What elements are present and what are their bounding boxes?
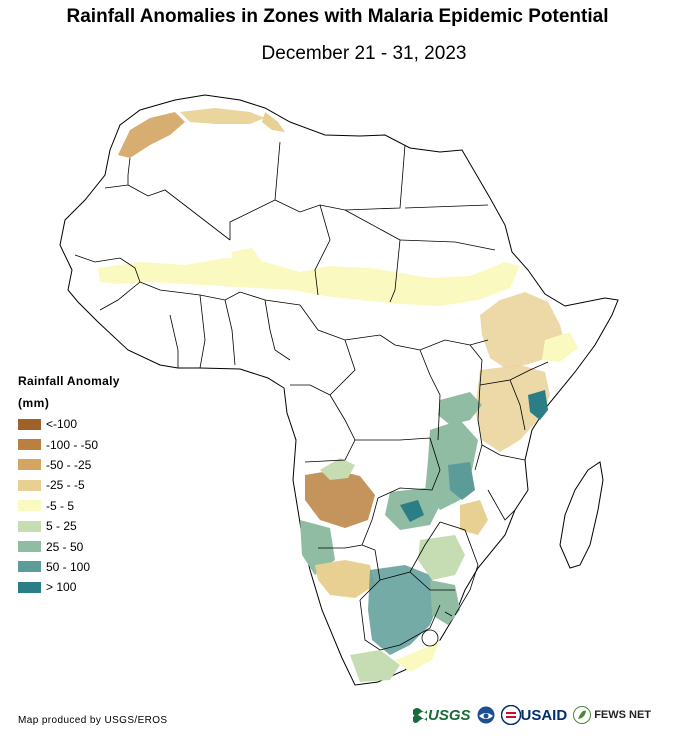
- legend-item: 50 - 100: [18, 557, 120, 577]
- legend-swatch: [18, 581, 41, 593]
- legend-swatch: [18, 561, 41, 573]
- legend-label: -100 - -50: [46, 437, 99, 452]
- legend-label: -5 - 5: [46, 498, 75, 513]
- fews-leaf-icon: [573, 706, 592, 724]
- usgs-logo: USGS: [412, 706, 471, 724]
- legend-label: -25 - -5: [46, 478, 85, 493]
- noaa-seal-icon: [477, 706, 495, 724]
- legend-title: Rainfall Anomaly: [18, 374, 120, 388]
- legend-unit: (mm): [18, 396, 50, 410]
- agency-logos: USGS USAID FEWS NET: [412, 700, 657, 730]
- legend-label: > 100: [46, 580, 77, 595]
- usaid-text: USAID: [520, 706, 568, 724]
- legend-swatch: [18, 520, 41, 532]
- legend-item: -100 - -50: [18, 434, 120, 454]
- map-subtitle: December 21 - 31, 2023: [261, 43, 467, 64]
- country-borders: [74, 141, 549, 651]
- usaid-seal-icon: [500, 705, 521, 725]
- madagascar-outline: [559, 461, 604, 569]
- legend-item: -5 - 5: [18, 496, 120, 516]
- legend-label: -50 - -25: [46, 457, 92, 472]
- legend-swatch: [18, 439, 41, 451]
- legend-swatch: [18, 500, 41, 512]
- legend-item: -25 - -5: [18, 475, 120, 495]
- legend-label: 50 - 100: [46, 559, 91, 574]
- fews-logo: FEWS NET: [573, 706, 651, 724]
- legend-label: 25 - 50: [46, 539, 84, 554]
- legend-items: <-100 -100 - -50 -50 - -25 -25 - -5 -5 -…: [18, 414, 120, 598]
- legend-swatch: [18, 479, 41, 491]
- fews-text: FEWS NET: [594, 709, 652, 721]
- legend-item: 5 - 25: [18, 516, 120, 536]
- usgs-wave-icon: [413, 708, 427, 723]
- legend-item: -50 - -25: [18, 455, 120, 475]
- usgs-text: USGS: [428, 706, 471, 724]
- legend-swatch: [18, 541, 41, 553]
- noaa-logo: [477, 706, 495, 724]
- legend-item: > 100: [18, 577, 120, 597]
- anomaly-shading: [98, 108, 578, 682]
- legend-item: 25 - 50: [18, 536, 120, 556]
- legend-label: 5 - 25: [46, 519, 77, 534]
- legend-swatch: [18, 418, 41, 430]
- usaid-logo: USAID: [500, 705, 568, 725]
- legend-item: <-100: [18, 414, 120, 434]
- legend: Rainfall Anomaly (mm) <-100 -100 - -50 -…: [18, 374, 120, 598]
- map-title: Rainfall Anomalies in Zones with Malaria…: [66, 6, 609, 27]
- map-credit: Map produced by USGS/EROS: [18, 715, 168, 726]
- legend-label: <-100: [46, 417, 78, 432]
- africa-outline: [59, 94, 619, 686]
- legend-swatch: [18, 459, 41, 471]
